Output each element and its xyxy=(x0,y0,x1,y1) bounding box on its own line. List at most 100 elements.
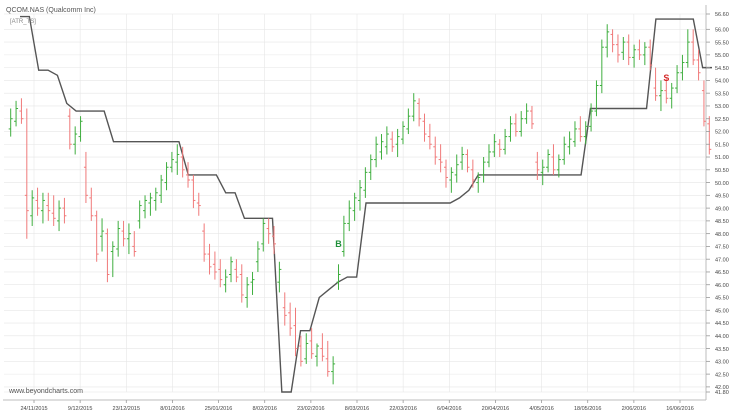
y-tick-label: 44.00 xyxy=(715,334,729,340)
sell-signal-marker: S xyxy=(663,73,669,83)
ohlc-bar xyxy=(191,174,196,209)
ohlc-bar xyxy=(384,126,389,155)
y-tick-label: 53.50 xyxy=(715,91,729,97)
ohlc-bar xyxy=(642,42,647,66)
ohlc-bar xyxy=(105,228,110,283)
ohlc-bar xyxy=(433,136,438,165)
ohlc-bar xyxy=(562,136,567,165)
ohlc-bar xyxy=(621,36,626,60)
y-tick-label: 47.00 xyxy=(715,257,729,263)
ohlc-bar xyxy=(540,159,545,186)
ohlc-bar xyxy=(293,307,298,357)
ohlc-bar xyxy=(159,174,164,203)
ohlc-bar xyxy=(400,121,405,145)
ohlc-bar xyxy=(320,333,325,362)
ohlc-bar xyxy=(658,80,663,112)
x-tick-label: 23/02/2016 xyxy=(297,406,325,412)
ohlc-bar xyxy=(255,241,260,272)
ohlc-bar xyxy=(62,197,67,224)
y-tick-label: 54.50 xyxy=(715,66,729,72)
ohlc-bar xyxy=(395,128,400,158)
ohlc-bar xyxy=(358,180,362,211)
ohlc-bar xyxy=(35,187,40,216)
ohlc-bar xyxy=(443,159,448,188)
ohlc-bar xyxy=(245,277,250,308)
ohlc-bar xyxy=(282,292,287,326)
x-tick-label: 8/02/2016 xyxy=(252,406,276,412)
y-tick-label: 41.80 xyxy=(715,390,729,396)
y-tick-label: 50.50 xyxy=(715,168,729,174)
ohlc-bar xyxy=(519,111,524,137)
ohlc-bar xyxy=(632,44,637,68)
ohlc-bar xyxy=(250,271,255,295)
x-tick-label: 2/06/2016 xyxy=(622,406,646,412)
ohlc-bar xyxy=(406,108,411,135)
ohlc-bar xyxy=(685,29,690,68)
ohlc-bar xyxy=(653,67,658,101)
ohlc-bar xyxy=(567,131,572,155)
ohlc-bar xyxy=(578,116,583,142)
ohlc-bar xyxy=(535,151,540,181)
ohlc-bar xyxy=(438,144,443,173)
ohlc-bar xyxy=(503,128,508,155)
ohlc-bar xyxy=(524,103,529,124)
ohlc-bar xyxy=(508,116,513,142)
ohlc-bar xyxy=(132,231,137,257)
ohlc-bar xyxy=(277,261,282,293)
ohlc-bar xyxy=(390,131,395,152)
ohlc-bar xyxy=(701,80,706,127)
y-tick-label: 45.50 xyxy=(715,296,729,302)
x-tick-label: 18/05/2016 xyxy=(574,406,602,412)
ohlc-bar xyxy=(341,215,346,257)
ohlc-bar xyxy=(110,241,115,278)
ohlc-bar xyxy=(680,54,685,81)
ohlc-bar xyxy=(417,98,422,127)
y-tick-label: 56.60 xyxy=(715,12,729,18)
ohlc-bar xyxy=(325,340,330,377)
ohlc-bar xyxy=(51,195,56,226)
ohlc-bar xyxy=(470,159,475,188)
ohlc-bar xyxy=(691,29,696,66)
y-tick-label: 48.50 xyxy=(715,219,729,225)
x-tick-label: 23/12/2015 xyxy=(113,406,141,412)
ohlc-bar xyxy=(266,218,271,244)
ohlc-bar xyxy=(148,192,153,216)
ohlc-bar xyxy=(298,335,303,367)
y-tick-label: 55.00 xyxy=(715,53,729,59)
ohlc-bar xyxy=(476,172,481,193)
chart-subtitle: [ATR_TS] xyxy=(10,19,36,25)
ohlc-bar xyxy=(594,80,599,117)
ohlc-bar xyxy=(19,98,24,124)
y-tick-label: 42.00 xyxy=(715,385,729,391)
ohlc-bar xyxy=(336,264,341,290)
ohlc-bar xyxy=(30,190,35,226)
x-tick-label: 4/05/2016 xyxy=(529,406,553,412)
ohlc-bar xyxy=(78,116,83,142)
y-tick-label: 51.00 xyxy=(715,155,729,161)
x-tick-label: 22/03/2016 xyxy=(389,406,417,412)
x-tick-label: 8/01/2016 xyxy=(160,406,184,412)
ohlc-bar xyxy=(411,93,416,122)
ohlc-bar xyxy=(546,149,551,173)
signal-markers: BS xyxy=(335,73,669,249)
x-axis-ticks: 24/11/2015 9/12/2015 23/12/2015 8/01/2016 25… xyxy=(20,400,694,412)
y-tick-label: 50.00 xyxy=(715,181,729,187)
y-tick-label: 55.50 xyxy=(715,40,729,46)
ohlc-bar xyxy=(589,103,594,132)
x-tick-label: 9/12/2015 xyxy=(68,406,92,412)
ohlc-bar xyxy=(143,195,148,219)
buy-signal-marker: B xyxy=(335,239,342,249)
ohlc-bar xyxy=(605,24,610,58)
ohlc-bar xyxy=(449,167,454,193)
y-tick-label: 44.50 xyxy=(715,321,729,327)
y-tick-label: 48.00 xyxy=(715,232,729,238)
ohlc-bar xyxy=(164,162,169,191)
ohlc-bar xyxy=(492,134,497,158)
ohlc-bar xyxy=(368,154,373,181)
x-tick-label: 8/03/2016 xyxy=(345,406,369,412)
ohlc-bar xyxy=(94,210,99,262)
ohlc-bar xyxy=(67,108,72,150)
